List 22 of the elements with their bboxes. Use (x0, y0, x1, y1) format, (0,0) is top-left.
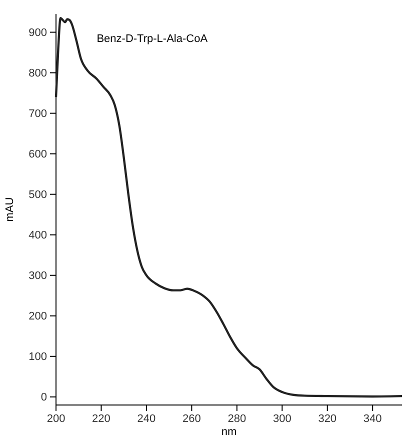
y-axis-title: mAU (4, 197, 16, 222)
y-tick-label: 200 (28, 310, 47, 322)
x-tick-label: 260 (182, 412, 201, 425)
x-tick-label: 280 (228, 412, 246, 425)
y-tick-label: 100 (28, 350, 47, 363)
x-tick-label: 200 (46, 412, 66, 425)
y-tick-label: 400 (28, 229, 47, 242)
y-tick-label: 700 (28, 108, 47, 120)
line-series (54, 16, 404, 398)
y-tick-label: 300 (28, 270, 47, 282)
y-tick-label: 500 (28, 188, 47, 201)
x-tick-label: 320 (318, 412, 337, 425)
x-tick-label: 340 (363, 412, 382, 425)
x-axis-title: nm (221, 426, 237, 438)
y-tick-label: 600 (28, 148, 47, 160)
x-tick-label: 240 (137, 412, 156, 425)
text: Benz-D-Trp-L-Ala-CoA (96, 33, 208, 45)
x-tick-label: 220 (92, 412, 110, 425)
y-tick-label: 900 (28, 26, 47, 39)
y-tick-label: 800 (28, 67, 47, 80)
y-tick-label: 0 (40, 391, 47, 404)
x-tick-label: 300 (272, 412, 292, 425)
